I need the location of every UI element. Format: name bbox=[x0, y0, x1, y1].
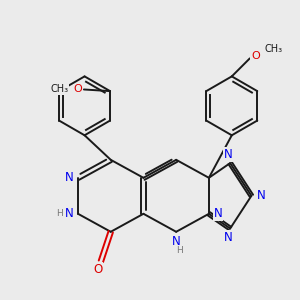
Text: H: H bbox=[56, 209, 62, 218]
Text: O: O bbox=[74, 85, 82, 94]
Text: O: O bbox=[251, 51, 260, 61]
Text: CH₃: CH₃ bbox=[264, 44, 282, 54]
Text: H: H bbox=[176, 246, 183, 255]
Text: N: N bbox=[64, 207, 73, 220]
Text: N: N bbox=[224, 148, 233, 161]
Text: N: N bbox=[224, 231, 233, 244]
Text: N: N bbox=[214, 207, 222, 220]
Text: N: N bbox=[172, 235, 181, 248]
Text: CH₃: CH₃ bbox=[50, 85, 68, 94]
Text: O: O bbox=[93, 263, 102, 276]
Text: N: N bbox=[257, 189, 266, 202]
Text: N: N bbox=[64, 171, 73, 184]
